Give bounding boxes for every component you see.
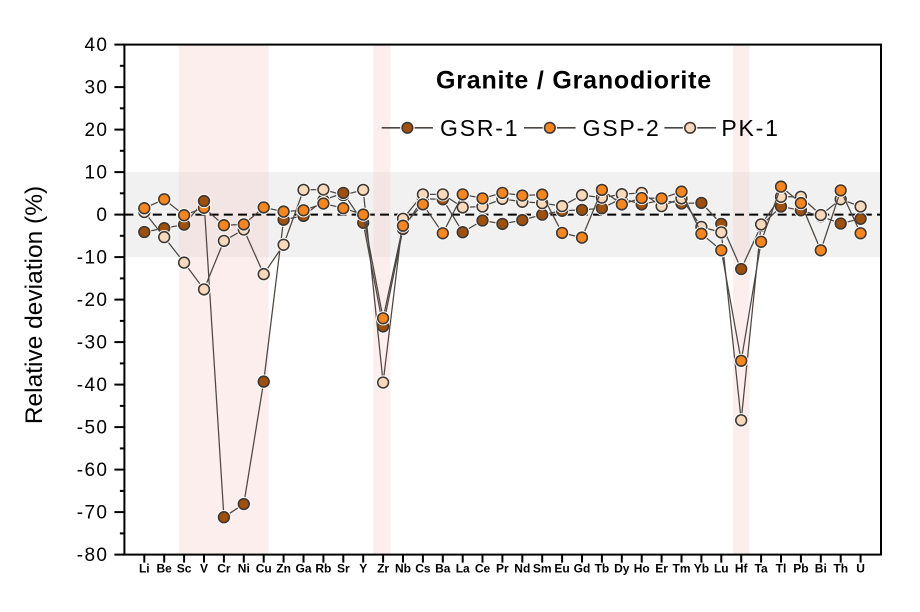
svg-text:-50: -50 [77,417,109,438]
svg-text:-30: -30 [77,332,109,353]
svg-text:Er: Er [655,562,668,576]
svg-text:-60: -60 [77,460,109,481]
svg-text:Sr: Sr [337,562,350,576]
svg-text:Tm: Tm [673,562,691,576]
svg-text:GSR-1: GSR-1 [440,115,519,141]
svg-text:Cr: Cr [217,562,231,576]
svg-text:Zn: Zn [276,562,291,576]
svg-text:Pr: Pr [496,562,509,576]
svg-text:Y: Y [359,562,367,576]
svg-text:Ga: Ga [295,562,311,576]
svg-text:Yb: Yb [694,562,709,576]
svg-text:La: La [456,562,470,576]
svg-text:Tb: Tb [595,562,610,576]
svg-text:PK-1: PK-1 [721,115,779,141]
svg-text:Sm: Sm [533,562,552,576]
svg-text:-10: -10 [77,247,109,268]
svg-text:Tl: Tl [776,562,787,576]
svg-text:Be: Be [157,562,173,576]
svg-text:10: 10 [84,162,108,183]
svg-text:Pb: Pb [793,562,808,576]
svg-text:Sc: Sc [177,562,192,576]
svg-text:Gd: Gd [574,562,591,576]
svg-text:Granite / Granodiorite: Granite / Granodiorite [436,67,712,95]
svg-text:0: 0 [96,205,108,226]
svg-text:GSP-2: GSP-2 [583,115,661,141]
svg-text:Ba: Ba [435,562,451,576]
svg-text:U: U [856,562,865,576]
svg-text:V: V [200,562,208,576]
svg-text:Li: Li [139,562,150,576]
svg-text:-80: -80 [77,545,109,566]
svg-text:Nb: Nb [395,562,411,576]
svg-text:30: 30 [84,77,108,98]
svg-text:Eu: Eu [554,562,569,576]
svg-text:Th: Th [833,562,848,576]
svg-text:-40: -40 [77,375,109,396]
svg-text:-70: -70 [77,502,109,523]
svg-text:Dy: Dy [614,562,630,576]
svg-text:Nd: Nd [514,562,530,576]
svg-text:Cu: Cu [256,562,272,576]
svg-text:Ho: Ho [634,562,650,576]
svg-text:Ce: Ce [475,562,491,576]
svg-text:-20: -20 [77,290,109,311]
svg-text:Lu: Lu [714,562,729,576]
svg-text:Ni: Ni [238,562,250,576]
svg-text:20: 20 [84,120,108,141]
svg-text:40: 40 [84,35,108,56]
svg-text:Hf: Hf [735,562,749,576]
svg-text:Bi: Bi [815,562,827,576]
svg-text:Rb: Rb [315,562,331,576]
svg-text:Cs: Cs [415,562,431,576]
svg-text:Ta: Ta [755,562,768,576]
svg-text:Relative deviation (%): Relative deviation (%) [21,186,48,424]
svg-text:Zr: Zr [377,562,389,576]
